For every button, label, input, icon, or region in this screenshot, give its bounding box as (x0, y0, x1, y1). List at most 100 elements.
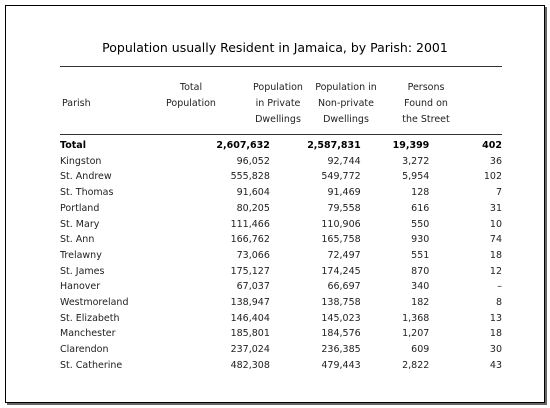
header-persons-on-street: Persons Found on the Street (402, 82, 450, 125)
cell-total: 111,466 (230, 218, 270, 230)
total-row: Total 2,607,632 2,587,831 19,399 402 (60, 138, 502, 154)
cell-parish: St. Thomas (60, 187, 114, 199)
cell-total: 2,607,632 (216, 140, 270, 151)
population-table: Total 2,607,632 2,587,831 19,399 402 Kingston… (60, 138, 502, 374)
cell-street: – (497, 281, 502, 293)
cell-private: 549,772 (321, 171, 361, 183)
cell-parish: St. Elizabeth (60, 312, 120, 324)
cell-total: 146,404 (230, 312, 270, 324)
cell-private: 2,587,831 (307, 140, 361, 151)
cell-private: 72,497 (327, 249, 361, 261)
cell-nonprivate: 1,368 (402, 312, 430, 324)
table-row: Westmoreland 138,947 138,758 182 8 (60, 295, 502, 311)
cell-street: 13 (489, 312, 502, 324)
cell-parish: St. Andrew (60, 171, 112, 183)
cell-private: 236,385 (321, 344, 361, 356)
cell-street: 18 (489, 249, 502, 261)
cell-street: 7 (495, 187, 502, 199)
cell-parish: Trelawny (60, 249, 102, 261)
cell-nonprivate: 550 (411, 218, 430, 230)
cell-total: 138,947 (230, 297, 270, 309)
header-nonprivate-dwellings: Population in Non-private Dwellings (315, 82, 377, 125)
cell-nonprivate: 551 (411, 249, 430, 261)
cell-nonprivate: 616 (411, 202, 430, 214)
cell-parish: Clarendon (60, 344, 109, 356)
cell-private: 92,744 (327, 155, 361, 167)
table-row: Trelawny 73,066 72,497 551 18 (60, 248, 502, 264)
cell-street: 102 (483, 171, 502, 183)
cell-nonprivate: 930 (411, 234, 430, 246)
header-rule (60, 134, 502, 135)
cell-private: 66,697 (327, 281, 361, 293)
cell-nonprivate: 3,272 (402, 155, 430, 167)
table-row: St. James 175,127 174,245 870 12 (60, 264, 502, 280)
cell-street: 43 (489, 359, 502, 371)
table-row: St. Thomas 91,604 91,469 128 7 (60, 185, 502, 201)
cell-total: 482,308 (230, 359, 270, 371)
cell-street: 10 (489, 218, 502, 230)
cell-parish: Manchester (60, 328, 116, 340)
cell-private: 138,758 (321, 297, 361, 309)
table-frame: Population usually Resident in Jamaica, … (5, 5, 545, 403)
cell-total: 175,127 (230, 265, 270, 277)
cell-nonprivate: 19,399 (392, 140, 430, 151)
cell-street: 12 (489, 265, 502, 277)
cell-total: 166,762 (230, 234, 270, 246)
table-row: St. Andrew 555,828 549,772 5,954 102 (60, 169, 502, 185)
cell-total: 73,066 (236, 249, 270, 261)
cell-total: 237,024 (230, 344, 270, 356)
cell-parish: Westmoreland (60, 297, 129, 309)
cell-private: 479,443 (321, 359, 361, 371)
cell-nonprivate: 340 (411, 281, 430, 293)
cell-total: 185,801 (230, 328, 270, 340)
cell-private: 145,023 (321, 312, 361, 324)
cell-parish: St. Ann (60, 234, 95, 246)
cell-total: 91,604 (236, 187, 270, 199)
table-row: St. Ann 166,762 165,758 930 74 (60, 232, 502, 248)
cell-private: 110,906 (321, 218, 361, 230)
cell-private: 174,245 (321, 265, 361, 277)
cell-nonprivate: 609 (411, 344, 430, 356)
cell-parish: Portland (60, 202, 100, 214)
cell-street: 402 (482, 140, 502, 151)
cell-parish: St. James (60, 265, 105, 277)
cell-nonprivate: 128 (411, 187, 430, 199)
table-row: Hanover 67,037 66,697 340 – (60, 279, 502, 295)
cell-private: 165,758 (321, 234, 361, 246)
cell-parish: St. Mary (60, 218, 100, 230)
cell-street: 74 (489, 234, 502, 246)
cell-private: 184,576 (321, 328, 361, 340)
cell-nonprivate: 1,207 (402, 328, 430, 340)
cell-street: 18 (489, 328, 502, 340)
cell-parish: Kingston (60, 155, 102, 167)
cell-street: 8 (495, 297, 502, 309)
cell-private: 79,558 (327, 202, 361, 214)
top-rule (60, 66, 502, 67)
table-row: St. Elizabeth 146,404 145,023 1,368 13 (60, 311, 502, 327)
cell-total: 555,828 (230, 171, 270, 183)
cell-parish: Total (60, 140, 86, 151)
cell-street: 36 (489, 155, 502, 167)
cell-private: 91,469 (327, 187, 361, 199)
header-total-population: Total Population (166, 82, 216, 109)
cell-street: 30 (489, 344, 502, 356)
header-parish: Parish (62, 98, 91, 109)
cell-street: 31 (489, 202, 502, 214)
header-private-dwellings: Population in Private Dwellings (253, 82, 303, 125)
table-row: Kingston 96,052 92,744 3,272 36 (60, 154, 502, 170)
cell-parish: St. Catherine (60, 359, 123, 371)
table-row: Portland 80,205 79,558 616 31 (60, 201, 502, 217)
cell-total: 80,205 (236, 202, 270, 214)
table-row: Manchester 185,801 184,576 1,207 18 (60, 326, 502, 342)
table-row: St. Catherine 482,308 479,443 2,822 43 (60, 358, 502, 374)
cell-total: 67,037 (236, 281, 270, 293)
cell-nonprivate: 2,822 (402, 359, 430, 371)
cell-nonprivate: 5,954 (402, 171, 430, 183)
table-row: Clarendon 237,024 236,385 609 30 (60, 342, 502, 358)
cell-parish: Hanover (60, 281, 101, 293)
table-title: Population usually Resident in Jamaica, … (102, 40, 448, 55)
cell-nonprivate: 870 (411, 265, 430, 277)
cell-nonprivate: 182 (411, 297, 430, 309)
table-row: St. Mary 111,466 110,906 550 10 (60, 217, 502, 233)
cell-total: 96,052 (236, 155, 270, 167)
